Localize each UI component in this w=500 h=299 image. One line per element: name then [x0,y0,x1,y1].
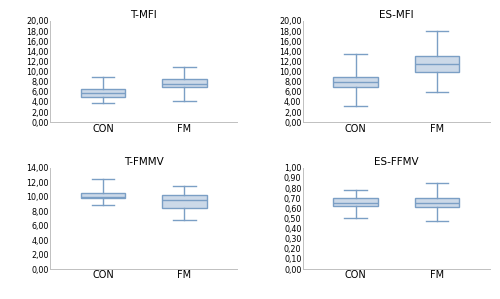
Title: ES-MFI: ES-MFI [379,10,414,20]
PathPatch shape [80,89,126,97]
PathPatch shape [414,198,460,207]
Title: T-FMMV: T-FMMV [124,157,164,167]
PathPatch shape [162,195,206,208]
PathPatch shape [162,79,206,87]
Title: T-MFI: T-MFI [130,10,157,20]
PathPatch shape [80,193,126,198]
PathPatch shape [414,57,460,71]
PathPatch shape [334,77,378,87]
Title: ES-FFMV: ES-FFMV [374,157,418,167]
PathPatch shape [334,198,378,206]
